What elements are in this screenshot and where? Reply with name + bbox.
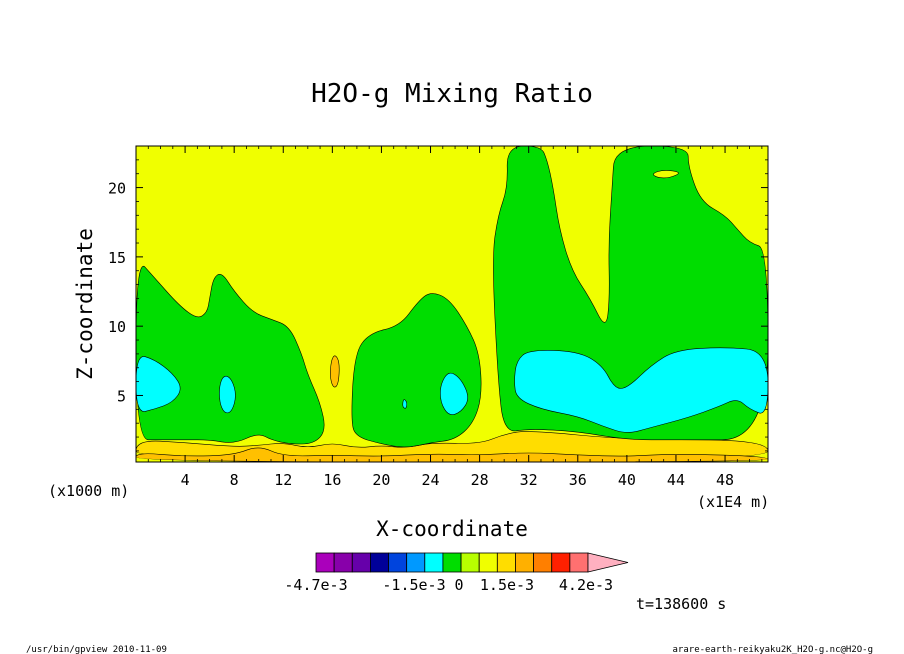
chart-title: H2O-g Mixing Ratio <box>311 79 593 109</box>
contour-cyan-blob-x26 <box>439 372 468 415</box>
colorbar-segment <box>369 552 389 573</box>
colorbar-segment <box>315 552 335 573</box>
colorbar-label: -4.7e-3 <box>284 576 347 594</box>
colorbar <box>315 552 629 573</box>
contour-cyan-right <box>514 347 768 433</box>
colorbar-segment <box>388 552 408 573</box>
contour-regions <box>136 146 768 462</box>
contour-bottom-orange-band <box>136 447 768 462</box>
colorbar-label: 4.2e-3 <box>559 576 613 594</box>
contour-cyan-left <box>136 356 181 412</box>
x-tick-label: 8 <box>230 471 239 489</box>
x-tick-label: 48 <box>716 471 734 489</box>
x-tick-label: 40 <box>618 471 636 489</box>
colorbar-segment <box>515 552 535 573</box>
x-tick-label: 32 <box>520 471 538 489</box>
colorbar-segment <box>351 552 371 573</box>
y-ticks: 5 10 15 20 <box>108 159 768 452</box>
x-axis-label: X-coordinate <box>376 517 528 541</box>
colorbar-segment <box>406 552 426 573</box>
y-tick-label: 5 <box>117 387 126 405</box>
y-tick-label: 15 <box>108 249 126 267</box>
x-tick-label: 4 <box>181 471 190 489</box>
colorbar-segment <box>460 552 480 573</box>
x-tick-label: 44 <box>667 471 685 489</box>
footer-left: /usr/bin/gpview 2010-11-09 <box>26 645 167 654</box>
colorbar-segment <box>496 552 516 573</box>
colorbar-segment <box>551 552 571 573</box>
contour-orange-blob-x16 <box>330 355 340 388</box>
colorbar-labels: -4.7e-3 -1.5e-3 0 1.5e-3 4.2e-3 <box>284 576 613 594</box>
colorbar-segment <box>478 552 498 573</box>
y-tick-label: 20 <box>108 180 126 198</box>
colorbar-segment <box>442 552 462 573</box>
time-label: t=138600 s <box>636 595 726 613</box>
x-ticks: 4 8 12 16 20 24 28 32 36 40 44 48 <box>147 146 763 489</box>
contour-cyan-blob-x7 <box>219 375 236 414</box>
contour-green-left <box>136 265 325 445</box>
colorbar-segment <box>533 552 553 573</box>
y-tick-label: 10 <box>108 318 126 336</box>
x-tick-label: 16 <box>323 471 341 489</box>
contour-cyan-speck-x22 <box>402 399 408 409</box>
colorbar-segment <box>424 552 444 573</box>
colorbar-arrow <box>587 552 629 573</box>
colorbar-label: -1.5e-3 <box>382 576 445 594</box>
plot-frame <box>135 145 769 463</box>
x-tick-label: 24 <box>421 471 439 489</box>
x-tick-label: 12 <box>274 471 292 489</box>
y-axis-label: Z-coordinate <box>73 228 97 380</box>
colorbar-segment <box>333 552 353 573</box>
colorbar-label: 1.5e-3 <box>480 576 534 594</box>
x-unit-label: (x1E4 m) <box>697 493 769 511</box>
y-unit-label: (x1000 m) <box>48 482 129 500</box>
colorbar-label: 0 <box>454 576 463 594</box>
footer-right: arare-earth-reikyaku2K_H2O-g.nc@H2O-g <box>673 645 873 654</box>
x-tick-label: 28 <box>471 471 489 489</box>
colorbar-segment <box>569 552 589 573</box>
contour-yellow-top-patch-x43 <box>653 170 679 179</box>
x-tick-label: 36 <box>569 471 587 489</box>
x-tick-label: 20 <box>372 471 390 489</box>
